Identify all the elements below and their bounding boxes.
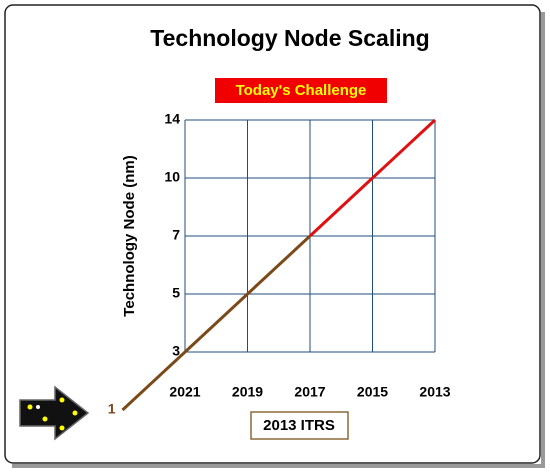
x-axis-label: 2013 ITRS [263,417,335,434]
x-tick-label: 2019 [232,384,263,400]
annotation-box [215,78,387,103]
x-tick-label: 2013 [419,384,450,400]
x-tick-label: 2021 [169,384,200,400]
annotation: Today's Challenge [236,82,367,99]
y-tick-label: 5 [172,285,180,301]
chart-title: Technology Node Scaling [150,25,429,51]
y-tick-label: 14 [164,111,180,127]
y-tick-label: 10 [164,169,180,185]
line [308,118,437,238]
y-axis-label: Technology Node (nm) [121,155,138,316]
frame [4,4,541,464]
x-tick-label: 2017 [294,384,325,400]
arrow-icon [19,385,90,441]
shadow [12,464,545,468]
y-tick-label: 1 [108,401,116,417]
line [121,234,312,412]
y-tick-label: 3 [172,343,180,359]
x-label-box [250,411,349,440]
x-tick-label: 2015 [357,384,388,400]
y-tick-label: 7 [172,227,180,243]
shadow [541,12,545,467]
